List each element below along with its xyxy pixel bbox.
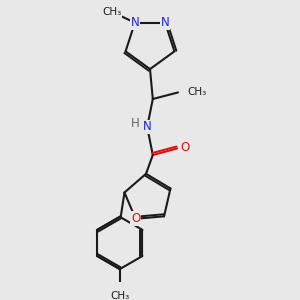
Text: H: H xyxy=(131,117,140,130)
Text: CH₃: CH₃ xyxy=(188,86,207,97)
Text: O: O xyxy=(181,141,190,154)
Text: N: N xyxy=(161,16,170,29)
Text: CH₃: CH₃ xyxy=(102,7,122,17)
Text: O: O xyxy=(131,212,140,225)
Text: N: N xyxy=(143,121,152,134)
Text: CH₃: CH₃ xyxy=(110,291,129,300)
Text: N: N xyxy=(130,16,139,29)
